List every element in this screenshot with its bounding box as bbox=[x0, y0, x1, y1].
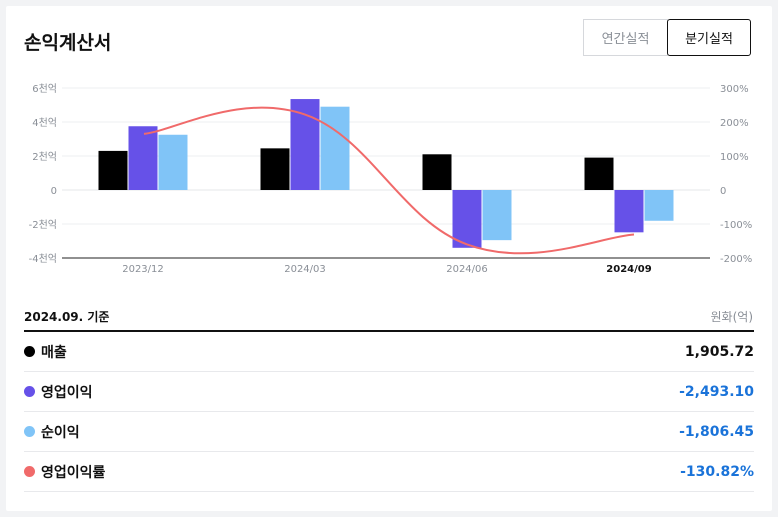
metric-label: 매출 bbox=[41, 344, 67, 361]
bar-op_income-2 bbox=[452, 190, 482, 248]
metric-value: 1,905.72 bbox=[684, 343, 754, 360]
income-chart: -4천억 -2천억 0 2천억 4천억 6천억 -200% -100% 0 100% 200% 300… bbox=[29, 83, 753, 275]
metric-row: 순이익 -1,806.45 bbox=[24, 412, 754, 452]
bar-op_income-1 bbox=[290, 99, 320, 190]
basis-date-label: 2024.09. 기준 bbox=[24, 310, 110, 324]
quarter-toggle-button[interactable]: 분기실적 bbox=[667, 19, 751, 56]
left-tick-label: 0 bbox=[51, 186, 57, 197]
legend-dot-icon bbox=[24, 426, 35, 437]
legend-dot-icon bbox=[24, 466, 35, 477]
right-tick-label: 200% bbox=[720, 118, 749, 129]
x-tick-label: 2024/09 bbox=[606, 264, 651, 275]
right-tick-label: 100% bbox=[720, 152, 749, 163]
bar-sales-3 bbox=[584, 157, 614, 190]
metric-label: 영업이익 bbox=[41, 384, 93, 401]
x-tick-label: 2024/03 bbox=[284, 264, 326, 275]
bar-net_income-2 bbox=[482, 190, 512, 241]
unit-label: 원화(억) bbox=[710, 310, 753, 324]
x-tick-label: 2023/12 bbox=[122, 264, 164, 275]
right-tick-label: 300% bbox=[720, 84, 749, 95]
metric-row: 영업이익 -2,493.10 bbox=[24, 372, 754, 412]
metric-row: 영업이익률 -130.82% bbox=[24, 452, 754, 492]
bar-op_income-3 bbox=[614, 190, 644, 233]
page-title: 손익계산서 bbox=[24, 32, 112, 54]
left-tick-label: 2천억 bbox=[32, 151, 57, 163]
bar-net_income-3 bbox=[644, 190, 674, 221]
left-tick-label: 6천억 bbox=[32, 83, 57, 95]
right-tick-label: -100% bbox=[720, 220, 752, 231]
right-tick-label: 0 bbox=[720, 186, 726, 197]
bar-sales-2 bbox=[422, 154, 452, 190]
metric-table: 매출 1,905.72 영업이익 -2,493.10 순이익 -1,806.45 영업이익률… bbox=[24, 332, 754, 492]
x-tick-label: 2024/06 bbox=[446, 264, 488, 275]
legend-dot-icon bbox=[24, 346, 35, 357]
bar-op_income-0 bbox=[128, 126, 158, 190]
bar-net_income-1 bbox=[320, 106, 350, 190]
metric-label: 순이익 bbox=[41, 424, 80, 441]
bar-net_income-0 bbox=[158, 134, 188, 190]
metric-value: -2,493.10 bbox=[679, 383, 754, 400]
legend-dot-icon bbox=[24, 386, 35, 397]
metric-label: 영업이익률 bbox=[41, 464, 106, 481]
line-op_margin bbox=[143, 106, 635, 255]
bar-sales-0 bbox=[98, 150, 128, 190]
metric-value: -130.82% bbox=[680, 463, 754, 480]
bar-sales-1 bbox=[260, 148, 290, 190]
metric-row: 매출 1,905.72 bbox=[24, 332, 754, 372]
table-divider bbox=[24, 330, 754, 332]
metric-value: -1,806.45 bbox=[679, 423, 754, 440]
right-tick-label: -200% bbox=[720, 254, 752, 265]
left-tick-label: -2천억 bbox=[29, 219, 57, 231]
period-toggle: 연간실적 분기실적 bbox=[583, 19, 751, 56]
income-statement-card: 손익계산서 연간실적 분기실적 -4천억 -2천억 0 2천억 4천억 6천억 -200% -… bbox=[6, 6, 772, 511]
left-tick-label: -4천억 bbox=[29, 253, 57, 265]
left-tick-label: 4천억 bbox=[32, 117, 57, 129]
